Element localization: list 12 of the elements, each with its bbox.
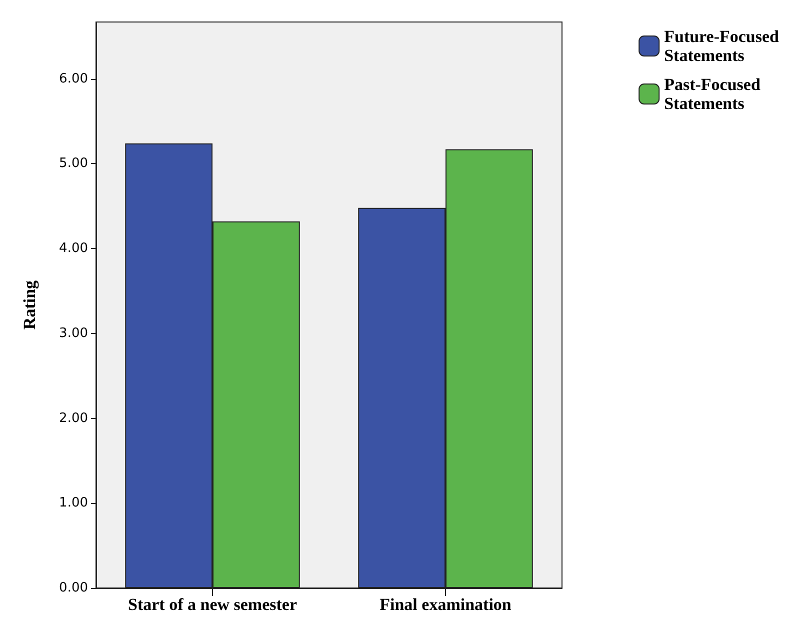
y-tick-label: 0.00 xyxy=(59,580,88,596)
y-tick-label: 3.00 xyxy=(59,326,88,341)
y-tick-label: 4.00 xyxy=(59,241,88,256)
x-tick-label: Final examination xyxy=(380,595,512,614)
legend-label: Future-Focused Statements xyxy=(664,27,780,65)
y-tick-label: 2.00 xyxy=(59,410,88,426)
y-tick-label: 6.00 xyxy=(59,71,88,86)
y-axis-title: Rating xyxy=(20,280,39,330)
y-tick-label: 5.00 xyxy=(59,156,88,172)
y-tick-label: 1.00 xyxy=(59,496,88,511)
x-tick-label: Start of a new semester xyxy=(128,595,298,614)
legend-label: Past-Focused Statements xyxy=(664,75,761,113)
